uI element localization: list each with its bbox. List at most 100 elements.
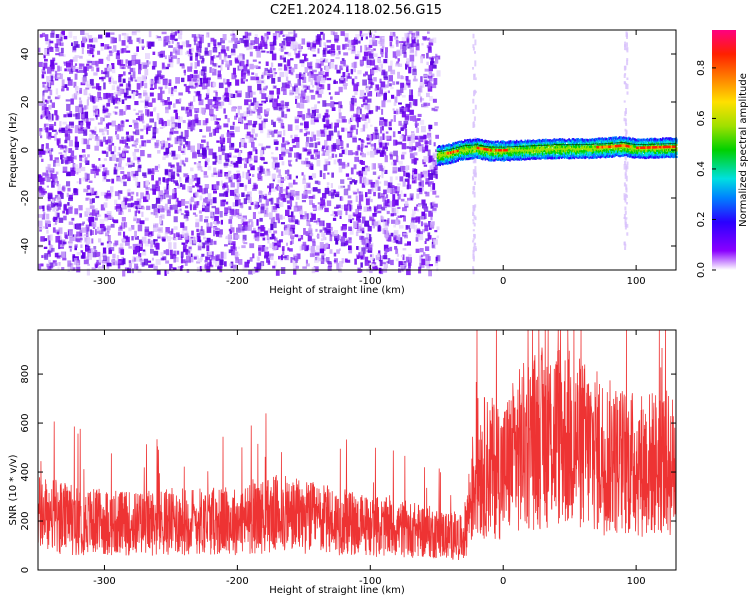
noise-cell [290, 36, 296, 42]
noise-cell [172, 32, 175, 35]
noise-cell [220, 180, 223, 187]
noise-cell [405, 79, 411, 85]
noise-cell [54, 110, 58, 116]
noise-cell [381, 100, 386, 108]
noise-cell [54, 62, 58, 65]
noise-cell [175, 257, 179, 263]
noise-cell [86, 80, 89, 87]
noise-cell [422, 149, 425, 153]
noise-cell [416, 35, 420, 38]
noise-cell [270, 216, 275, 224]
noise-cell [178, 92, 183, 96]
noise-cell [401, 166, 406, 171]
noise-cell [405, 165, 408, 172]
noise-cell [128, 77, 131, 80]
noise-cell [164, 168, 169, 175]
noise-cell [369, 268, 373, 274]
noise-cell [63, 84, 68, 88]
noise-cell [350, 167, 354, 175]
noise-stripe-cell [626, 91, 629, 95]
noise-cell [69, 230, 73, 238]
noise-cell [48, 127, 53, 131]
noise-cell [67, 79, 73, 86]
noise-cell [299, 235, 304, 240]
noise-cell [387, 200, 391, 208]
noise-cell [122, 153, 125, 157]
noise-cell [46, 263, 49, 268]
noise-cell [64, 68, 67, 72]
noise-cell [244, 31, 248, 39]
noise-cell [396, 40, 399, 47]
noise-stripe-cell [474, 216, 477, 221]
noise-cell [103, 82, 106, 90]
noise-cell [425, 135, 431, 139]
noise-cell [216, 181, 220, 186]
noise-cell [92, 83, 96, 86]
noise-cell [182, 226, 188, 231]
noise-cell [435, 166, 438, 169]
noise-cell [230, 241, 236, 246]
noise-cell [95, 208, 98, 213]
noise-cell [282, 45, 286, 50]
noise-cell [281, 143, 286, 150]
noise-cell [311, 131, 315, 139]
noise-cell [90, 192, 93, 196]
noise-cell [124, 95, 128, 101]
noise-stripe-cell [473, 116, 476, 121]
signal-cell [444, 159, 447, 162]
noise-cell [356, 230, 362, 233]
noise-cell [382, 196, 387, 202]
noise-cell [271, 78, 276, 84]
noise-cell [209, 132, 213, 137]
noise-cell [370, 133, 374, 141]
noise-cell [273, 230, 278, 234]
noise-cell [320, 257, 325, 264]
noise-cell [285, 188, 288, 196]
noise-cell [134, 230, 137, 238]
noise-cell [111, 120, 116, 127]
noise-cell [341, 58, 345, 62]
noise-cell [48, 132, 52, 137]
noise-cell [220, 142, 223, 147]
noise-cell [61, 267, 65, 271]
noise-cell [374, 143, 377, 150]
noise-cell [137, 115, 140, 121]
noise-cell [76, 90, 79, 94]
noise-cell [225, 201, 229, 205]
noise-cell [349, 214, 354, 221]
noise-cell [117, 101, 120, 105]
noise-cell [372, 132, 377, 140]
noise-cell [328, 92, 331, 95]
noise-cell [322, 150, 326, 156]
noise-cell [276, 167, 279, 173]
noise-cell [310, 164, 314, 170]
noise-cell [125, 198, 131, 202]
noise-cell [354, 92, 358, 95]
noise-cell [366, 206, 372, 212]
noise-cell [119, 204, 122, 212]
noise-cell [356, 188, 359, 194]
noise-cell [147, 61, 151, 65]
noise-cell [294, 116, 299, 120]
noise-cell [236, 253, 241, 256]
noise-cell [413, 152, 418, 156]
noise-cell [382, 133, 385, 140]
noise-cell [101, 253, 105, 258]
noise-cell [115, 94, 118, 98]
noise-cell [278, 193, 281, 200]
noise-cell [358, 201, 362, 206]
signal-cell [466, 158, 469, 161]
noise-cell [260, 41, 265, 47]
noise-cell [293, 254, 298, 257]
noise-cell [337, 119, 341, 123]
noise-cell [367, 84, 370, 92]
noise-cell [271, 173, 277, 180]
noise-cell [138, 94, 142, 99]
noise-cell [200, 169, 204, 172]
noise-cell [305, 86, 309, 90]
noise-cell [46, 213, 50, 220]
noise-cell [49, 262, 54, 269]
noise-cell [287, 80, 291, 84]
noise-cell [356, 221, 359, 226]
noise-cell [198, 99, 204, 106]
